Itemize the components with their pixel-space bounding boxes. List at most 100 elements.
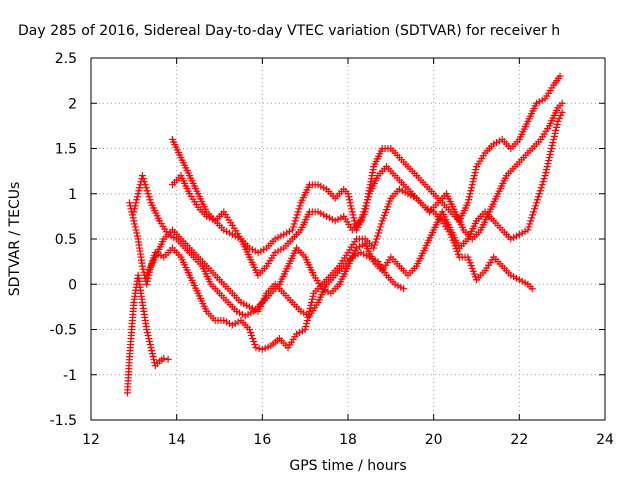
data-point — [346, 199, 354, 207]
data-point — [295, 205, 303, 213]
data-point — [465, 196, 473, 204]
data-point — [350, 217, 358, 225]
data-point — [160, 354, 168, 362]
data-point — [471, 169, 479, 177]
y-tick-label: 2.5 — [55, 51, 77, 67]
data-point — [143, 329, 151, 337]
data-point — [547, 148, 555, 156]
data-point — [552, 126, 560, 134]
data-point — [468, 181, 476, 189]
data-point — [126, 199, 134, 207]
data-point — [130, 217, 138, 225]
data-point — [466, 190, 474, 198]
data-point — [143, 326, 151, 333]
data-point — [363, 199, 371, 207]
data-point — [309, 292, 317, 300]
data-point — [374, 229, 382, 237]
y-tick-labels: -1.5 -1 -0.5 0 0.5 1 1.5 2 2.5 — [50, 51, 77, 429]
data-point — [525, 223, 533, 231]
data-point — [532, 202, 540, 210]
data-point — [131, 202, 139, 210]
data-points — [123, 72, 566, 397]
data-point — [469, 178, 477, 186]
x-tick-label: 20 — [425, 432, 443, 448]
data-point — [142, 184, 150, 192]
x-tick-label: 22 — [510, 432, 528, 448]
data-point — [308, 298, 316, 306]
data-point — [530, 208, 538, 216]
y-tick-label: 1 — [68, 187, 77, 203]
x-tick-label: 16 — [253, 432, 271, 448]
data-point — [145, 193, 153, 201]
data-point — [290, 220, 298, 228]
data-point — [538, 181, 546, 189]
data-point — [374, 232, 382, 240]
data-point — [543, 163, 551, 171]
data-point — [147, 344, 155, 352]
data-point — [143, 277, 151, 285]
data-point — [376, 223, 384, 231]
data-point — [370, 244, 378, 252]
data-point — [132, 226, 140, 234]
data-point — [148, 347, 156, 355]
y-tick-label: 0.5 — [55, 232, 77, 248]
data-point — [544, 160, 552, 168]
x-tick-label: 18 — [339, 432, 357, 448]
data-point — [467, 187, 475, 195]
data-point — [400, 285, 408, 293]
series-2 — [126, 185, 536, 353]
y-tick-label: -0.5 — [50, 323, 77, 339]
data-point — [558, 108, 566, 116]
data-point — [549, 138, 557, 146]
data-point — [548, 141, 556, 149]
data-point — [146, 196, 154, 204]
data-point — [541, 172, 549, 180]
data-point — [150, 356, 158, 364]
data-point — [534, 193, 542, 201]
data-point — [251, 341, 259, 349]
data-point — [464, 199, 472, 207]
data-point — [308, 295, 316, 303]
series-1 — [123, 271, 172, 397]
data-point — [375, 226, 383, 234]
data-point — [470, 175, 478, 183]
data-point — [293, 211, 301, 219]
series-4 — [168, 72, 564, 257]
data-point — [539, 178, 547, 186]
data-point — [140, 178, 148, 186]
data-point — [344, 190, 352, 198]
data-point — [139, 265, 147, 273]
data-point — [362, 202, 370, 210]
data-point — [372, 238, 380, 246]
data-point — [533, 196, 541, 204]
data-point — [524, 226, 532, 234]
data-point — [128, 211, 136, 219]
data-point — [359, 211, 367, 219]
data-point — [550, 135, 558, 143]
data-point — [132, 199, 140, 207]
data-point — [531, 205, 539, 213]
data-point — [139, 175, 147, 183]
data-point — [373, 235, 381, 243]
data-point — [358, 214, 366, 222]
data-point — [143, 187, 151, 195]
data-point — [377, 220, 385, 228]
y-tick-label: -1.5 — [50, 413, 77, 429]
data-point — [348, 208, 356, 216]
data-point — [345, 193, 353, 201]
data-point — [134, 190, 142, 198]
data-point — [529, 211, 537, 219]
x-axis-title: GPS time / hours — [289, 458, 406, 474]
data-point — [288, 226, 296, 234]
data-point — [527, 217, 535, 225]
y-axis-title: SDTVAR / TECUs — [7, 182, 23, 297]
data-point — [296, 202, 304, 210]
data-point — [348, 205, 356, 213]
data-point — [552, 123, 560, 131]
data-point — [146, 338, 154, 346]
data-point — [249, 335, 257, 343]
data-point — [138, 262, 146, 270]
data-point — [130, 208, 138, 216]
grid — [91, 58, 605, 420]
